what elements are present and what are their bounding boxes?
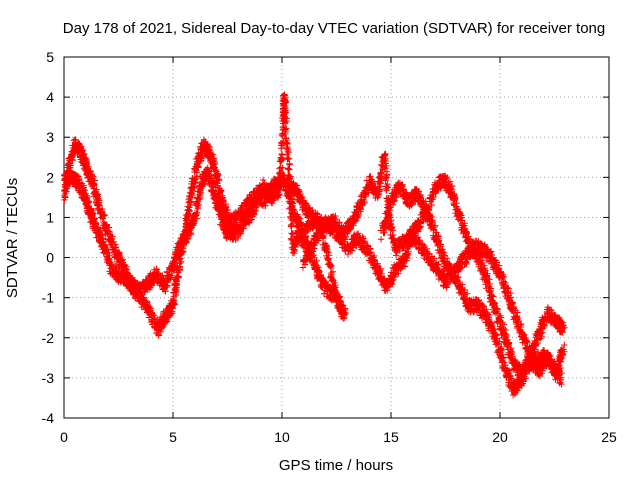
data-point xyxy=(186,198,194,205)
x-tick-label: 25 xyxy=(601,429,617,445)
data-point xyxy=(392,252,400,259)
data-point xyxy=(107,235,114,242)
data-point xyxy=(74,172,81,180)
data-point xyxy=(96,228,103,236)
data-point xyxy=(217,187,225,195)
data-point xyxy=(118,257,126,265)
data-point xyxy=(383,187,390,194)
data-point xyxy=(104,246,112,254)
data-point xyxy=(90,210,97,217)
data-point xyxy=(284,154,291,162)
data-point xyxy=(215,176,222,183)
data-point xyxy=(175,273,182,280)
data-point xyxy=(93,192,101,199)
data-point xyxy=(140,294,147,301)
data-point xyxy=(115,252,122,259)
data-point xyxy=(191,179,199,187)
data-point xyxy=(323,248,331,255)
data-point xyxy=(90,182,97,189)
y-tick-label: 5 xyxy=(46,49,54,65)
data-point xyxy=(67,162,74,169)
data-point xyxy=(101,211,109,219)
axis-ticks: 0 5 10 15 20 25 -4 -3 -2 -1 0 1 2 3 4 5 xyxy=(42,49,617,445)
data-point xyxy=(84,202,91,210)
data-point xyxy=(108,260,115,268)
data-point xyxy=(224,206,231,214)
data-point xyxy=(91,177,99,184)
data-point xyxy=(305,226,312,233)
data-point xyxy=(91,218,98,225)
y-tick-label: -4 xyxy=(42,410,55,426)
data-point xyxy=(194,163,202,171)
data-point xyxy=(288,230,295,237)
y-tick-label: 1 xyxy=(46,209,54,225)
plot-frame xyxy=(63,56,610,419)
data-point xyxy=(171,301,179,308)
data-point xyxy=(105,255,113,263)
y-tick-label: 3 xyxy=(46,129,54,145)
y-tick-label: -3 xyxy=(42,370,55,386)
data-point xyxy=(325,252,333,259)
y-tick-label: -2 xyxy=(42,330,55,346)
x-tick-label: 5 xyxy=(169,429,177,445)
data-point xyxy=(105,228,112,235)
data-point xyxy=(188,190,195,198)
data-point xyxy=(172,291,179,299)
x-tick-label: 0 xyxy=(60,429,68,445)
data-point xyxy=(120,272,128,280)
data-point xyxy=(185,206,192,213)
data-point xyxy=(84,194,91,201)
y-tick-label: 2 xyxy=(46,169,54,185)
data-point xyxy=(83,160,91,168)
data-point xyxy=(294,212,301,220)
data-point xyxy=(93,186,100,193)
data-point xyxy=(123,263,130,271)
y-tick-label: 4 xyxy=(46,89,54,105)
y-tick-label: 0 xyxy=(46,250,54,266)
x-tick-label: 20 xyxy=(492,429,508,445)
data-point xyxy=(111,241,119,248)
data-point xyxy=(98,232,106,239)
data-point xyxy=(325,249,332,256)
x-tick-label: 15 xyxy=(383,429,399,445)
data-point xyxy=(61,193,69,200)
data-point xyxy=(96,202,103,209)
data-point xyxy=(88,172,96,179)
data-point xyxy=(328,261,335,269)
data-point xyxy=(82,159,89,167)
x-tick-label: 10 xyxy=(274,429,290,445)
data-point xyxy=(171,300,178,307)
data-point xyxy=(105,255,112,262)
data-points xyxy=(60,91,568,399)
data-point xyxy=(210,158,218,165)
data-point xyxy=(176,266,184,273)
chart-title: Day 178 of 2021, Sidereal Day-to-day VTE… xyxy=(63,20,605,37)
data-point xyxy=(81,186,88,194)
data-point xyxy=(329,268,337,275)
data-point xyxy=(150,315,158,323)
data-point xyxy=(324,246,331,253)
data-point xyxy=(97,231,104,238)
data-point xyxy=(285,166,292,173)
data-point xyxy=(168,304,176,311)
data-point xyxy=(179,248,187,255)
data-point xyxy=(324,256,332,263)
y-tick-label: -1 xyxy=(42,290,55,306)
data-point xyxy=(177,258,185,265)
